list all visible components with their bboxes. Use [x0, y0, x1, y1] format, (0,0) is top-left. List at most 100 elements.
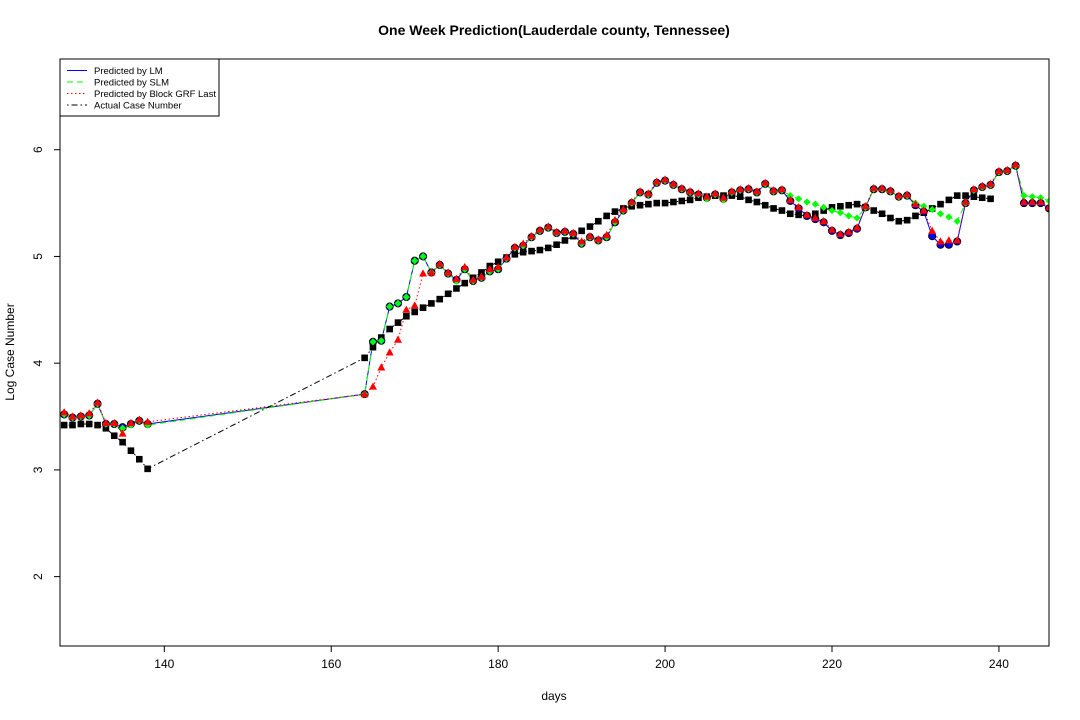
data-point [76, 411, 85, 419]
plot-frame [59, 58, 1050, 647]
data-point [452, 274, 461, 282]
data-point [361, 354, 368, 362]
data-point [987, 195, 994, 203]
data-point [419, 252, 427, 261]
data-point [527, 231, 536, 240]
data-point [937, 200, 944, 208]
data-point [611, 215, 620, 224]
data-point [936, 237, 945, 245]
data-point [536, 246, 544, 254]
data-point [861, 202, 870, 210]
data-point [102, 424, 110, 432]
data-point [377, 363, 386, 371]
data-point [494, 262, 503, 271]
data-point [69, 421, 76, 429]
data-point [670, 198, 677, 206]
data-point [894, 191, 903, 199]
data-point [394, 319, 402, 326]
legend-label: Predicted by SLM [94, 78, 169, 89]
data-point [402, 305, 411, 313]
data-point [777, 185, 786, 193]
data-point [510, 242, 519, 250]
data-point [795, 211, 802, 219]
data-point [544, 244, 552, 252]
data-point [68, 412, 77, 420]
data-point [828, 225, 837, 233]
x-tick-label: 140 [154, 657, 174, 671]
data-point [427, 268, 436, 276]
data-point [653, 199, 661, 207]
data-point [719, 193, 728, 201]
data-point [444, 268, 453, 276]
data-point [1003, 165, 1012, 173]
data-point [85, 420, 93, 428]
data-point [528, 247, 535, 255]
data-point [878, 183, 887, 192]
data-point [853, 214, 861, 222]
data-point [761, 201, 769, 209]
data-point [386, 325, 393, 333]
data-point [1028, 197, 1037, 206]
data-point [135, 415, 144, 423]
data-point [402, 293, 410, 301]
data-point [786, 192, 794, 200]
data-point [394, 299, 402, 308]
data-point [1020, 192, 1028, 200]
data-point [978, 181, 987, 190]
data-point [903, 216, 911, 224]
data-point [478, 269, 485, 276]
legend-label: Predicted by LM [94, 66, 163, 77]
data-point [1019, 197, 1028, 206]
data-point [377, 337, 385, 345]
data-point [494, 258, 502, 266]
data-point [553, 241, 560, 249]
data-point [969, 185, 978, 193]
data-point [85, 409, 94, 417]
data-point [836, 209, 844, 217]
data-point [436, 295, 444, 303]
data-point [419, 304, 427, 311]
data-point [101, 418, 110, 426]
data-point [853, 200, 861, 208]
data-point [369, 343, 377, 351]
data-point [127, 447, 135, 454]
data-point [978, 194, 986, 202]
data-point [778, 207, 786, 214]
y-axis-label: Log Case Number [3, 303, 17, 400]
legend-label: Actual Case Number [94, 101, 182, 112]
data-point [711, 189, 720, 197]
series-line [63, 164, 1049, 429]
data-point [360, 389, 369, 398]
data-point [1036, 197, 1045, 206]
plot-area [60, 160, 1049, 473]
data-point [962, 192, 969, 199]
series-line-group-1 [63, 164, 1049, 429]
x-axis-label: days [541, 689, 566, 703]
data-point [878, 210, 886, 218]
data-point [77, 420, 85, 428]
series-line [63, 164, 1049, 428]
data-point [60, 408, 69, 416]
data-point [936, 210, 945, 218]
data-point [844, 227, 853, 235]
data-point [461, 279, 469, 287]
data-point [761, 178, 770, 186]
data-point [502, 253, 511, 261]
data-point [469, 275, 478, 283]
data-point [644, 189, 653, 197]
data-point [519, 239, 528, 247]
data-point [819, 217, 828, 225]
data-point [60, 421, 68, 429]
y-tick-label: 5 [31, 253, 45, 260]
data-point [110, 418, 119, 426]
data-point [945, 213, 953, 221]
data-point [118, 424, 127, 432]
data-point [460, 262, 469, 271]
data-point [727, 187, 736, 195]
data-point [811, 200, 819, 208]
data-point [444, 290, 452, 298]
data-point [895, 217, 903, 225]
data-point [110, 432, 118, 440]
data-point [636, 201, 644, 209]
